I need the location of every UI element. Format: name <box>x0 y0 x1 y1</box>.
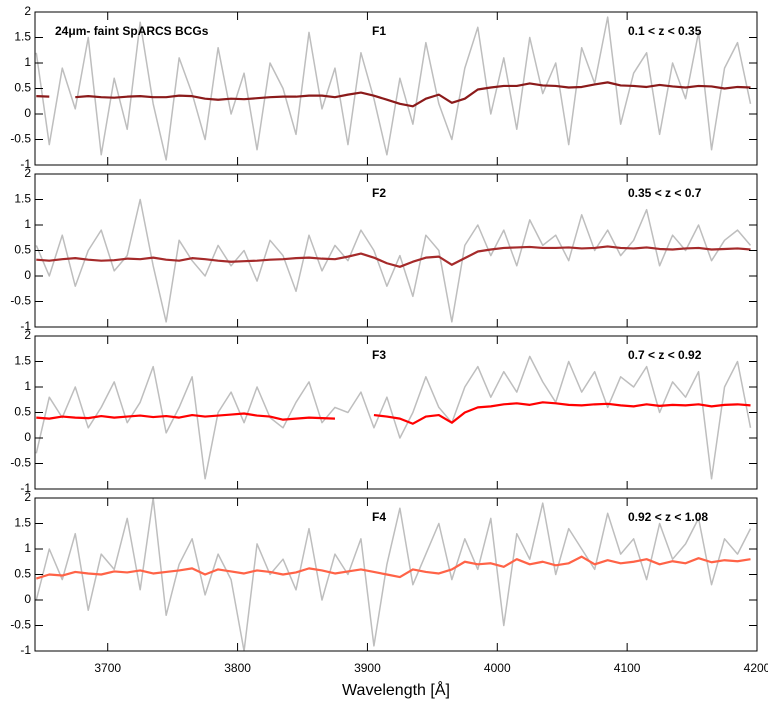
y-tick-label: 1.5 <box>14 354 31 368</box>
x-tick-label: 4200 <box>744 661 768 675</box>
y-tick-label: -1 <box>20 643 31 657</box>
plot-area <box>35 16 752 161</box>
y-tick-label: -0.5 <box>10 456 31 470</box>
y-tick-label: 1 <box>24 217 31 231</box>
x-tick-label: 3800 <box>224 661 251 675</box>
y-tick-label: -1 <box>20 481 31 495</box>
y-tick-label: 0 <box>24 430 31 444</box>
y-tick-label: 1 <box>24 379 31 393</box>
y-tick-label: 1.5 <box>14 516 31 530</box>
individual-spectrum <box>35 198 752 323</box>
plot-area <box>35 198 752 323</box>
redshift-range: 0.92 < z < 1.08 <box>628 510 708 524</box>
composite-spectrum <box>35 555 751 580</box>
individual-spectrum <box>35 498 752 651</box>
y-tick-label: 1 <box>24 55 31 69</box>
y-tick-label: -1 <box>20 157 31 171</box>
panel-label: F3 <box>372 348 386 362</box>
x-tick-label: 3700 <box>94 661 121 675</box>
plot-area <box>35 355 752 480</box>
plot-area <box>35 498 752 651</box>
composite-spectrum <box>36 245 751 268</box>
y-tick-label: 0 <box>24 106 31 120</box>
y-tick-label: 2 <box>24 328 31 342</box>
panel-label: F2 <box>372 186 386 200</box>
x-tick-label: 4100 <box>614 661 641 675</box>
y-tick-label: 0.5 <box>14 243 31 257</box>
y-tick-label: 0 <box>24 592 31 606</box>
panel-label: F4 <box>372 510 386 524</box>
x-axis-label: Wavelength [Å] <box>342 680 450 699</box>
panel-label: F1 <box>372 24 386 38</box>
y-tick-label: 0.5 <box>14 405 31 419</box>
y-tick-label: -1 <box>20 319 31 333</box>
y-tick-label: 1.5 <box>14 192 31 206</box>
individual-spectrum <box>35 16 752 161</box>
y-tick-label: 1.5 <box>14 30 31 44</box>
x-tick-label: 3900 <box>354 661 381 675</box>
y-tick-label: -0.5 <box>10 294 31 308</box>
panel-title: 24μm- faint SpARCS BCGs <box>55 24 209 38</box>
redshift-range: 0.1 < z < 0.35 <box>628 24 702 38</box>
y-tick-label: 0.5 <box>14 567 31 581</box>
y-tick-label: -0.5 <box>10 132 31 146</box>
y-tick-label: 1 <box>24 541 31 555</box>
composite-spectrum <box>36 81 751 108</box>
y-tick-label: 0.5 <box>14 81 31 95</box>
x-tick-label: 4000 <box>484 661 511 675</box>
redshift-range: 0.35 < z < 0.7 <box>628 186 702 200</box>
y-tick-label: 2 <box>24 4 31 18</box>
y-tick-label: 2 <box>24 166 31 180</box>
redshift-range: 0.7 < z < 0.92 <box>628 348 702 362</box>
y-tick-label: 0 <box>24 268 31 282</box>
y-tick-label: -0.5 <box>10 618 31 632</box>
y-tick-label: 2 <box>24 490 31 504</box>
composite-spectrum <box>36 401 751 425</box>
